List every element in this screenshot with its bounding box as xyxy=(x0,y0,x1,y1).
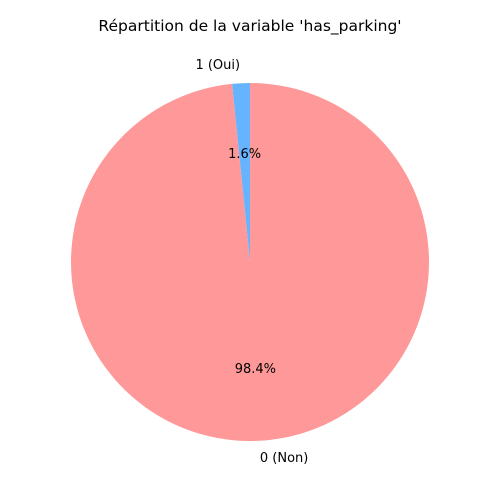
pie-labels: 1 (Oui) 1.6% 0 (Non) 98.4% xyxy=(195,58,308,466)
pie-slice-0 xyxy=(232,83,250,262)
percent-label-0: 1.6% xyxy=(228,147,261,162)
percent-label-1: 98.4% xyxy=(235,362,276,377)
slice-label-0: 1 (Oui) xyxy=(195,58,240,73)
chart-title: Répartition de la variable 'has_parking' xyxy=(98,17,401,36)
pie-slice-1 xyxy=(71,83,429,441)
pie-slices xyxy=(71,83,429,441)
slice-label-1: 0 (Non) xyxy=(260,451,308,466)
